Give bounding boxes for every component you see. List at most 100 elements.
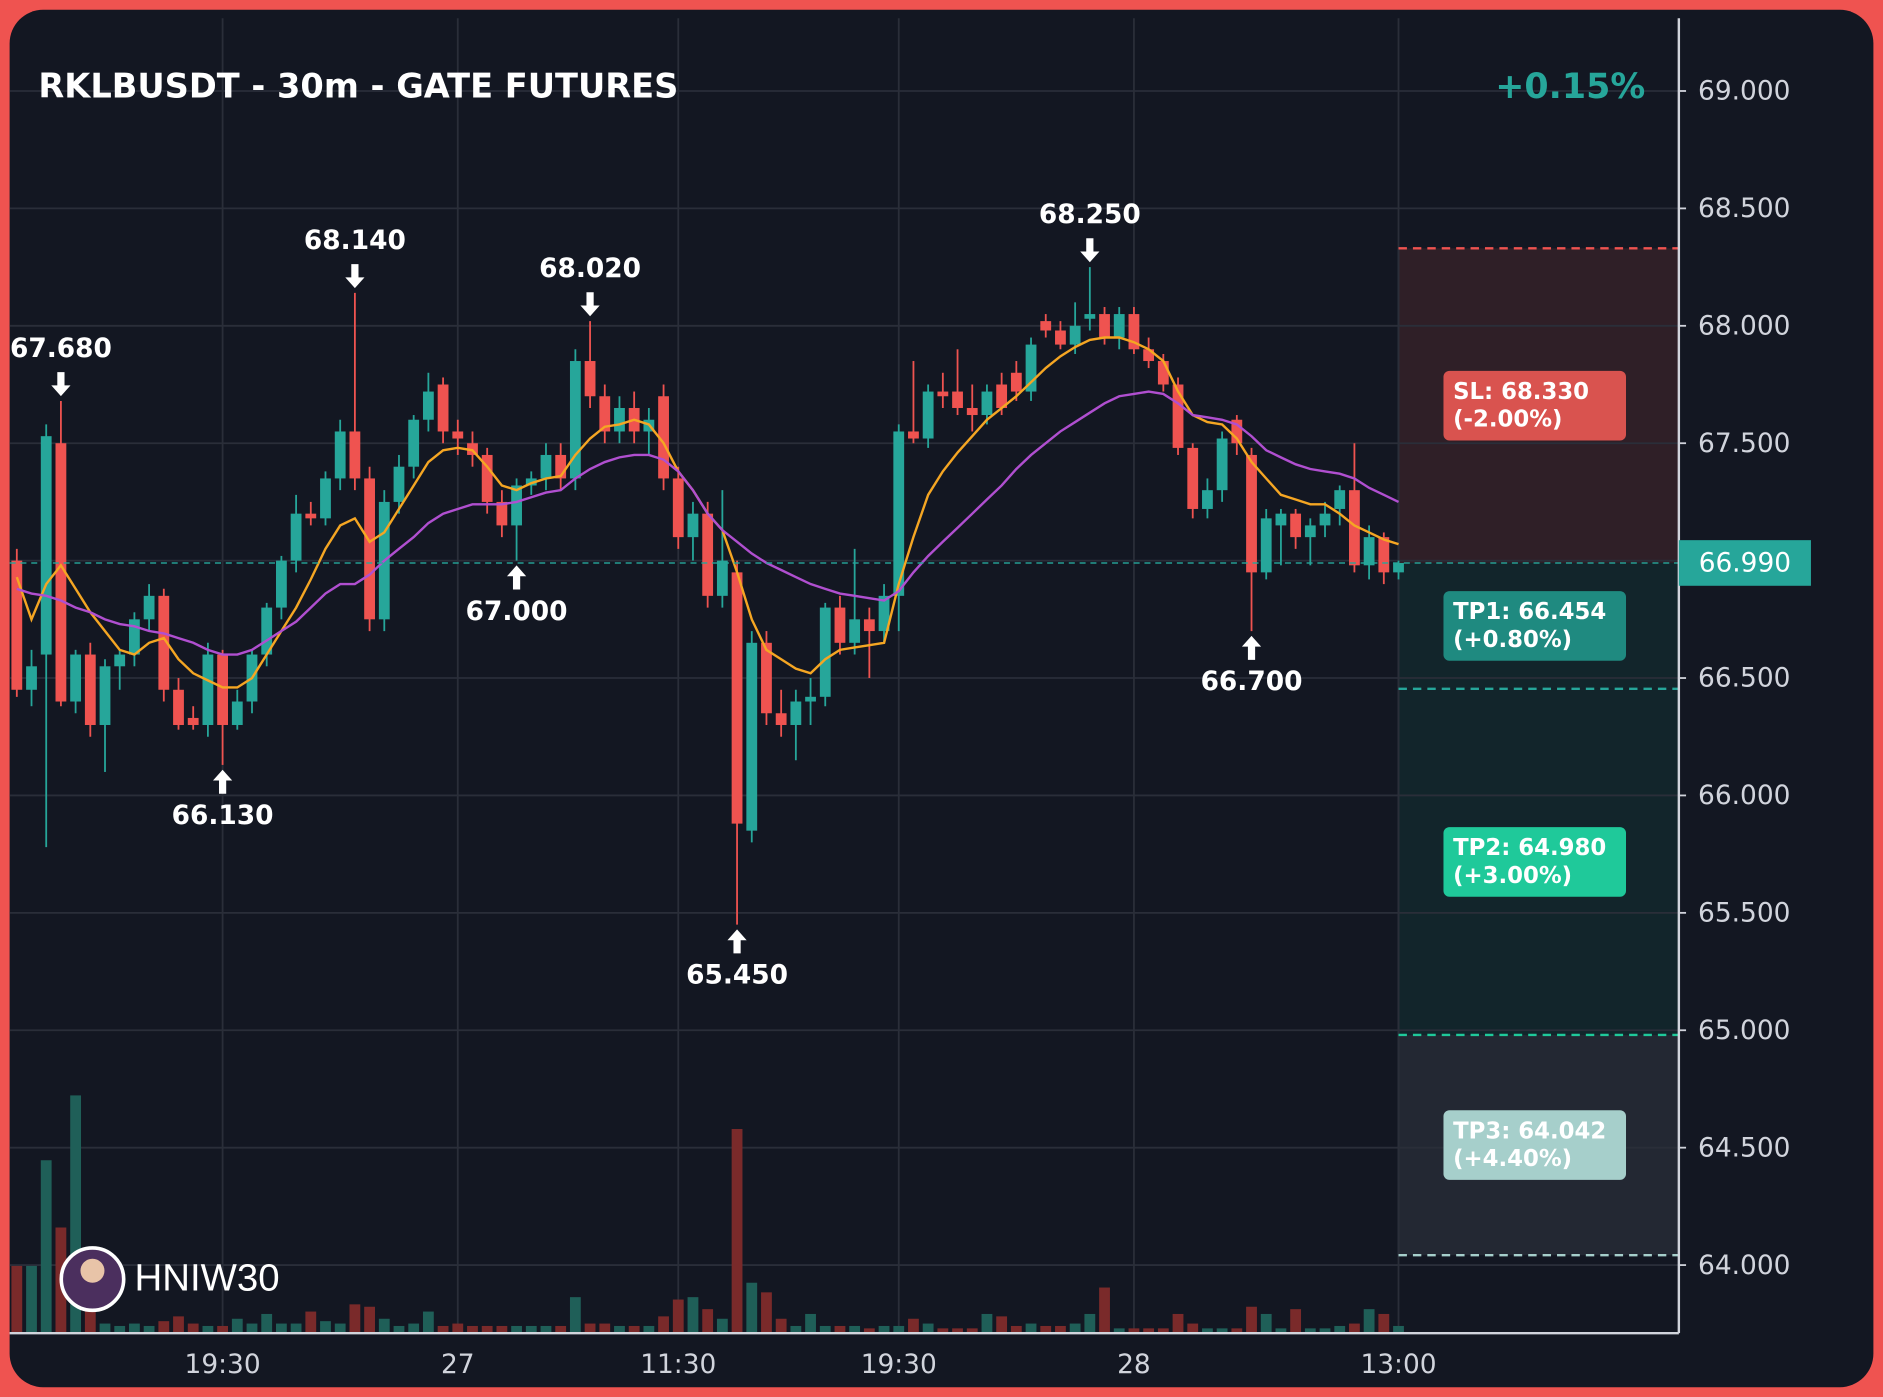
candle-body: [952, 391, 963, 408]
volume-bar: [481, 1325, 493, 1334]
candle-body: [1216, 438, 1228, 491]
candle-body: [614, 407, 625, 432]
annotation-arrow: [345, 264, 365, 289]
volume-bar: [981, 1313, 993, 1334]
volume-bar: [187, 1323, 199, 1334]
volume-bar: [1246, 1306, 1257, 1334]
level-label-box: [1443, 1110, 1627, 1180]
volume-bar: [805, 1313, 816, 1334]
candle-body: [143, 595, 155, 620]
candle-body: [922, 391, 934, 439]
volume-bar: [40, 1160, 52, 1334]
volume-bar: [1334, 1325, 1346, 1334]
candle-body: [1290, 513, 1302, 538]
volume-bar: [1290, 1309, 1302, 1334]
annotation-label: 67.680: [10, 333, 112, 364]
volume-bar: [716, 1318, 728, 1334]
candle-body: [1202, 490, 1213, 509]
volume-bar: [467, 1325, 478, 1334]
candle-body: [158, 595, 170, 690]
volume-bar: [746, 1282, 758, 1334]
candle-body: [1378, 537, 1390, 573]
candle-body: [1084, 314, 1096, 319]
volume-bar: [628, 1325, 640, 1334]
volume-bar: [26, 1265, 37, 1334]
volume-bar: [790, 1325, 802, 1334]
volume-bar: [70, 1095, 82, 1334]
volume-bar: [231, 1318, 243, 1334]
x-tick-label: 27: [441, 1349, 475, 1380]
volume-bar: [893, 1325, 905, 1334]
volume-bar: [761, 1292, 772, 1334]
volume-bar: [320, 1321, 331, 1334]
volume-bar: [511, 1325, 522, 1334]
candle-body: [981, 391, 993, 416]
y-tick-label: 64.000: [1698, 1250, 1790, 1281]
volume-bar: [1113, 1328, 1125, 1334]
chart-title: RKLBUSDT - 30m - GATE FUTURES: [38, 66, 678, 105]
candle-body: [584, 361, 596, 397]
candle-body: [878, 595, 890, 632]
volume-bar: [1010, 1325, 1022, 1334]
candle-body: [187, 717, 199, 725]
candle-body: [1319, 513, 1331, 526]
x-tick-label: 13:00: [1360, 1349, 1436, 1380]
volume-bar: [966, 1328, 978, 1334]
level-label: TP2: 64.980: [1453, 835, 1606, 861]
candle-body: [1143, 349, 1155, 362]
volume-bar: [614, 1325, 625, 1334]
candle-body: [114, 654, 126, 667]
candle-body: [775, 713, 787, 725]
candle-body: [1172, 384, 1184, 448]
candle-body: [202, 654, 214, 725]
candle-body: [26, 666, 37, 690]
y-tick-label: 66.500: [1698, 663, 1790, 694]
volume-bar: [996, 1316, 1008, 1334]
candle-body: [1128, 314, 1140, 350]
candle-body: [1304, 525, 1316, 538]
level-label: (+4.40%): [1453, 1146, 1572, 1172]
volume-bar: [1187, 1323, 1199, 1334]
candle-body: [349, 431, 361, 479]
level-label-box: [1443, 370, 1627, 441]
candle-body: [805, 696, 816, 702]
volume-bar: [217, 1325, 229, 1334]
volume-bar: [1349, 1323, 1360, 1334]
level-label: SL: 68.330: [1453, 379, 1589, 405]
volume-bar: [525, 1325, 537, 1334]
volume-bar: [775, 1318, 787, 1334]
volume-bar: [863, 1328, 875, 1334]
volume-bar: [1099, 1287, 1110, 1334]
volume-bar: [849, 1325, 861, 1334]
volume-bar: [393, 1325, 405, 1334]
candle-body: [99, 666, 111, 725]
candle-body: [261, 607, 273, 655]
volume-bar: [202, 1325, 214, 1334]
price-label-box: [1678, 540, 1811, 586]
candle-body: [334, 431, 346, 479]
volume-bar: [702, 1309, 714, 1334]
volume-bar: [1157, 1328, 1169, 1334]
candle-body: [481, 454, 493, 502]
price-change: +0.15%: [1495, 67, 1645, 107]
candle-body: [746, 642, 758, 831]
volume-bar: [952, 1328, 963, 1334]
candle-body: [599, 396, 611, 432]
candle-body: [275, 560, 287, 608]
candle-body: [422, 391, 434, 420]
candle-body: [1113, 314, 1125, 338]
candle-body: [1010, 372, 1022, 392]
candle-body: [834, 607, 846, 643]
annotation-arrow: [1241, 635, 1262, 660]
candle-body: [511, 485, 522, 526]
candle-body: [11, 560, 23, 690]
volume-bar: [599, 1323, 611, 1334]
candle-body: [364, 478, 375, 620]
level-label-box: [1443, 591, 1627, 661]
ma-line: [16, 390, 1400, 656]
volume-bar: [643, 1325, 655, 1334]
volume-bar: [687, 1297, 699, 1334]
candle-body: [393, 466, 405, 502]
